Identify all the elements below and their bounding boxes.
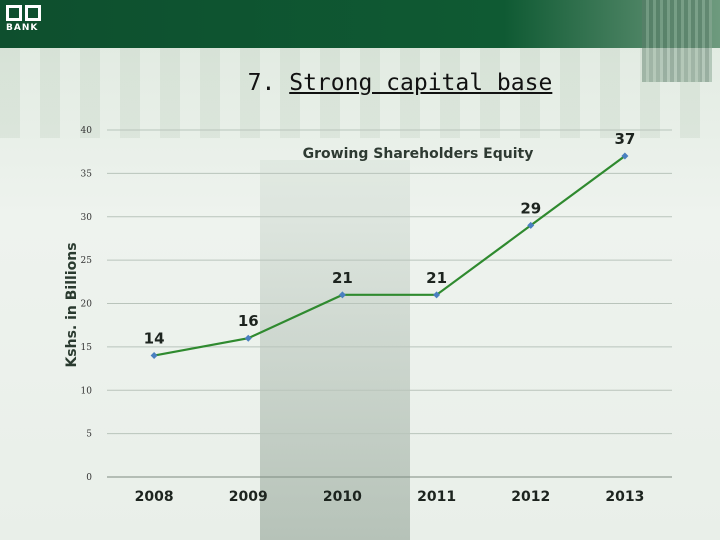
y-tick-label: 5 — [86, 430, 92, 440]
data-point — [244, 334, 252, 342]
x-tick-label: 2009 — [229, 489, 268, 505]
data-point — [338, 291, 346, 299]
y-axis-ticks: 0 5 10 15 20 25 30 35 40 — [81, 126, 93, 483]
x-tick-label: 2011 — [417, 489, 456, 505]
data-label: 21 — [426, 269, 447, 287]
data-label: 16 — [238, 312, 259, 330]
data-point — [621, 152, 629, 160]
y-tick-label: 25 — [81, 256, 93, 266]
y-tick-label: 40 — [81, 126, 93, 136]
series-line — [153, 155, 626, 357]
header-bar: BANK — [0, 0, 720, 82]
x-tick-label: 2008 — [135, 489, 174, 505]
slide-title: 7. Strong capital base — [0, 70, 720, 96]
y-tick-label: 35 — [81, 169, 93, 179]
series-group: 14 16 21 21 29 37 — [144, 130, 635, 360]
data-point — [433, 291, 441, 299]
data-point — [527, 221, 535, 229]
slide-title-text: Strong capital base — [289, 70, 553, 96]
y-axis-label: Kshs. in Billions — [64, 242, 80, 367]
data-point — [150, 352, 158, 360]
x-tick-label: 2013 — [605, 489, 644, 505]
y-tick-label: 0 — [86, 473, 92, 483]
x-axis-ticks: 2008 2009 2010 2011 2012 2013 — [135, 489, 645, 505]
data-label: 21 — [332, 269, 353, 287]
building-image — [642, 0, 712, 82]
logo-text: BANK — [6, 23, 39, 33]
y-tick-label: 20 — [81, 300, 93, 310]
y-tick-label: 30 — [81, 213, 93, 223]
y-tick-label: 10 — [81, 386, 93, 396]
bank-logo: BANK — [6, 5, 46, 43]
slide-number: 7. — [247, 70, 276, 96]
gridlines — [107, 129, 672, 478]
y-tick-label: 15 — [81, 343, 93, 353]
chart-title: Growing Shareholders Equity — [303, 146, 534, 162]
x-tick-label: 2010 — [323, 489, 362, 505]
data-label: 14 — [144, 330, 165, 348]
x-tick-label: 2012 — [511, 489, 550, 505]
decorative-pattern — [0, 48, 720, 138]
data-label: 29 — [520, 199, 541, 217]
data-label: 37 — [614, 130, 635, 148]
